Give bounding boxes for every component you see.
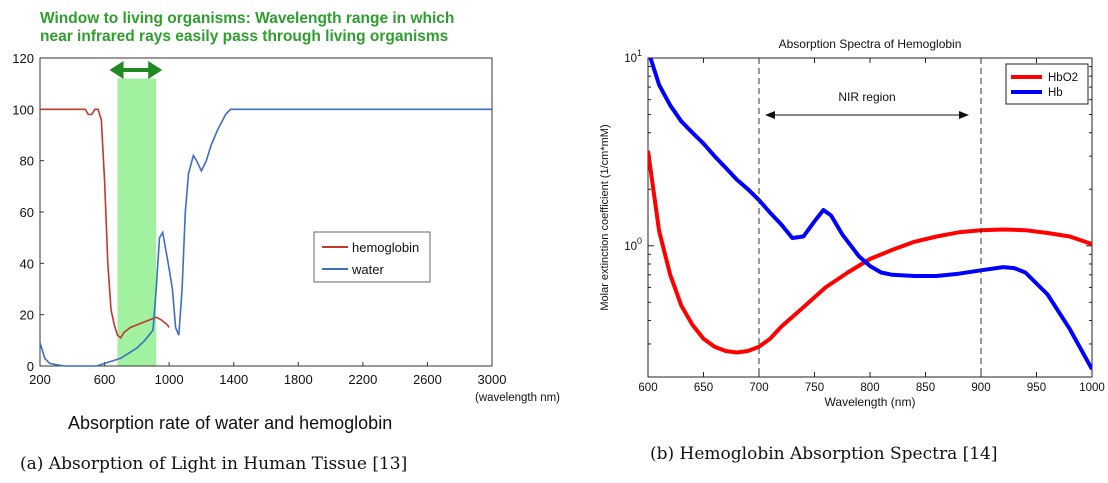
y-tick-label: 100	[12, 102, 34, 117]
series-Hb-line	[648, 58, 1092, 371]
caption-b: (b) Hemoglobin Absorption Spectra [14]	[650, 444, 998, 464]
x-tick-label: 950	[1027, 382, 1046, 394]
x-tick-label: 1000	[155, 372, 184, 387]
legend-label-HbO2: HbO2	[1048, 72, 1078, 84]
legend-label-hemoglobin: hemoglobin	[352, 240, 419, 255]
series-hemoglobin-line	[40, 108, 170, 339]
y-tick-label: 20	[20, 308, 34, 323]
y-tick-label: 101	[624, 48, 642, 65]
x-tick-label: 850	[916, 382, 935, 394]
chart-a-subtitle: Absorption rate of water and hemoglobin	[68, 413, 393, 433]
y-tick-label: 100	[624, 236, 642, 253]
x-tick-label: 600	[638, 382, 657, 394]
x-tick-label: 3000	[478, 372, 507, 387]
x-tick-label: 2600	[413, 372, 442, 387]
chart-a-title-line1: Window to living organisms: Wavelength r…	[40, 10, 455, 27]
x-tick-label: 650	[694, 382, 713, 394]
x-tick-label: 1400	[219, 372, 248, 387]
panel-b: Absorption Spectra of Hemoglobin 600 650 70…	[590, 0, 1108, 483]
nir-region-label: NIR region	[838, 90, 895, 104]
y-axis-label: Molar extinction coefficient (1/cm*mM)	[599, 124, 611, 310]
x-tick-label: 600	[94, 372, 116, 387]
y-tick-label: 120	[12, 51, 34, 66]
x-tick-label: 1000	[1079, 382, 1105, 394]
x-tick-label: 2200	[348, 372, 377, 387]
window-region	[117, 78, 157, 367]
x-tick-label: 1800	[284, 372, 313, 387]
y-tick-label: 60	[20, 205, 34, 220]
x-tick-label: 700	[749, 382, 768, 394]
x-tick-label: 900	[971, 382, 990, 394]
nir-arrow-right-head	[959, 111, 969, 119]
chart-a: 200 600 1000 1400 1800 2200 2600 3000 0 20 40 60 80 1…	[12, 51, 560, 404]
chart-b: Absorption Spectra of Hemoglobin 600 650 70…	[599, 37, 1105, 409]
window-arrow-right-head	[148, 61, 163, 79]
plot-frame	[647, 57, 1093, 378]
x-tick-label: 200	[29, 372, 51, 387]
panel-a: Window to living organisms: Wavelength r…	[12, 10, 560, 474]
chart-b-title: Absorption Spectra of Hemoglobin	[779, 37, 962, 51]
legend-label-water: water	[351, 262, 384, 277]
window-arrow-left-head	[109, 61, 124, 79]
legend-box	[313, 231, 431, 283]
x-tick-label: 750	[805, 382, 824, 394]
series-water-line	[39, 108, 492, 367]
legend-box	[1005, 63, 1089, 105]
y-tick-label: 40	[20, 256, 34, 271]
y-tick-label: 0	[27, 359, 34, 374]
chart-a-title-line2: near infrared rays easily pass through l…	[40, 28, 449, 45]
series-HbO2-line	[648, 150, 1092, 355]
plot-frame	[39, 57, 493, 367]
nir-arrow-left-head	[765, 111, 775, 119]
caption-a: (a) Absorption of Light in Human Tissue …	[20, 454, 408, 474]
x-axis-label: Wavelength (nm)	[825, 395, 916, 409]
x-axis-label: (wavelength nm)	[475, 392, 560, 404]
x-tick-label: 800	[860, 382, 879, 394]
legend-label-Hb: Hb	[1048, 87, 1063, 99]
y-tick-label: 80	[20, 154, 34, 169]
